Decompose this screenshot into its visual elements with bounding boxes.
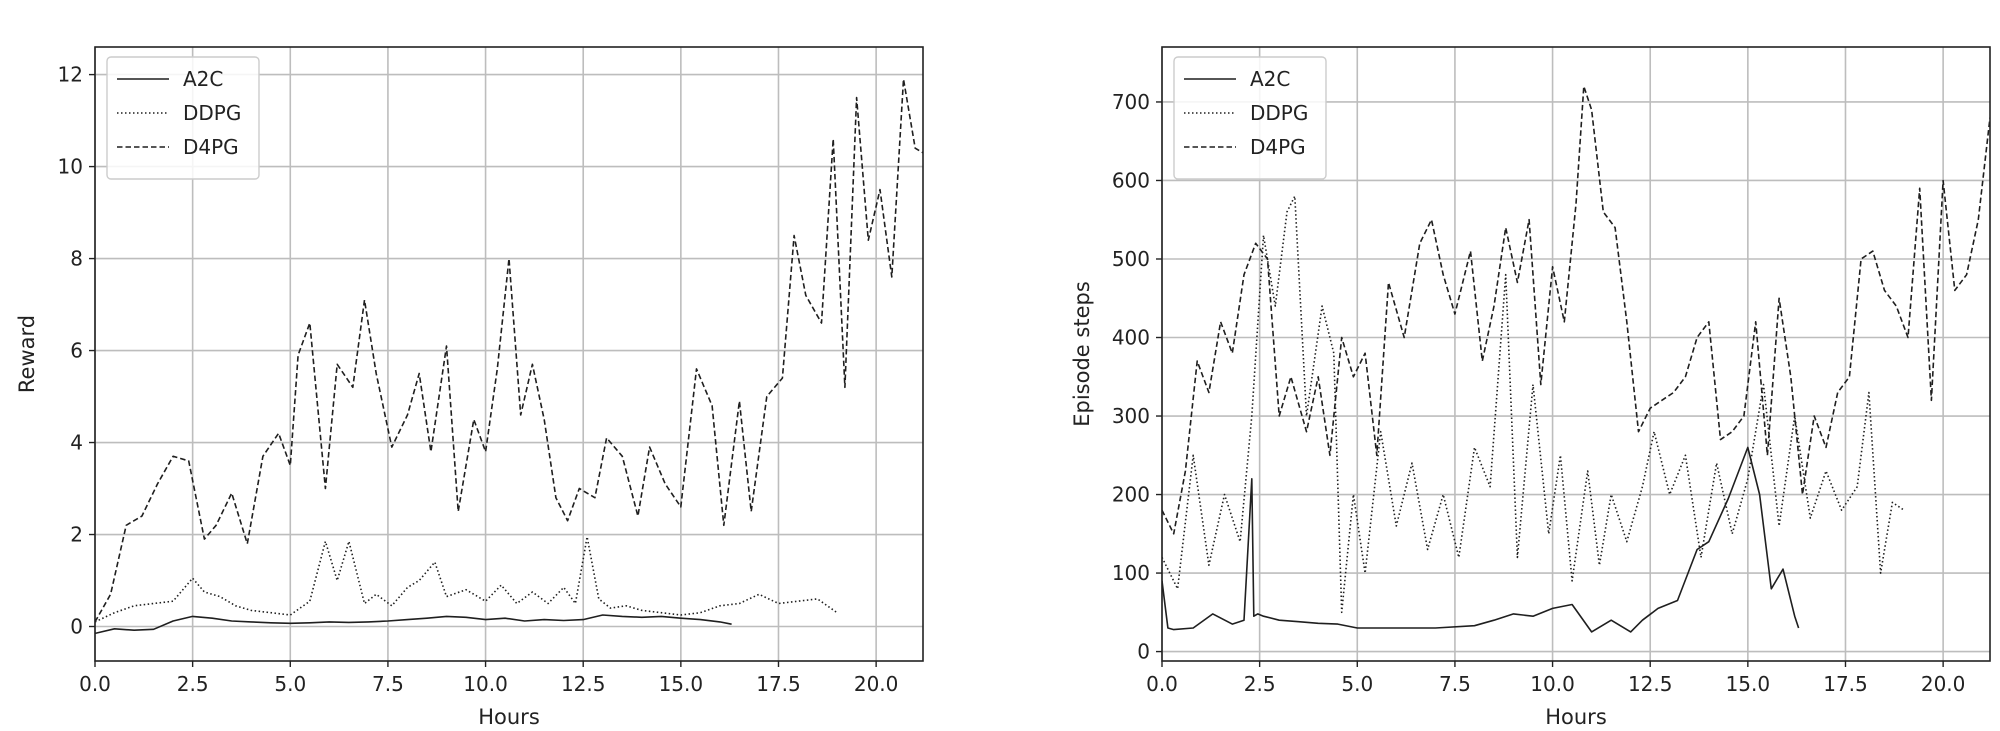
reward-x-tick-label: 7.5 (372, 672, 404, 696)
episode-steps-x-tick-label: 7.5 (1439, 672, 1471, 696)
episode-steps-x-tick-label: 0.0 (1146, 672, 1178, 696)
reward-ticks: 0.0 2.5 5.0 7.5 10.0 12.5 15.0 17.5 20.0 0 2 4 6 8 10 1… (58, 63, 899, 696)
episode-steps-x-tick-label: 5.0 (1341, 672, 1373, 696)
reward-y-tick-label: 10 (58, 155, 83, 179)
episode-steps-y-tick-label: 300 (1112, 404, 1150, 428)
episode-steps-legend: A2C DDPG D4PG (1173, 56, 1327, 180)
episode-steps-y-axis-label: Episode steps (1070, 281, 1094, 427)
reward-y-tick-label: 8 (70, 247, 83, 271)
reward-legend-box (106, 56, 260, 180)
episode-steps-x-tick-label: 15.0 (1726, 672, 1771, 696)
reward-series-d4pg (95, 78, 923, 623)
reward-x-tick-label: 5.0 (274, 672, 306, 696)
reward-x-axis-label: Hours (478, 705, 540, 729)
episode-steps-x-tick-label: 17.5 (1823, 672, 1868, 696)
episode-steps-legend-label-a2c: A2C (1250, 67, 1290, 91)
episode-steps-x-tick-label: 2.5 (1244, 672, 1276, 696)
reward-x-tick-label: 12.5 (561, 672, 606, 696)
reward-legend-label-a2c: A2C (183, 67, 223, 91)
episode-steps-legend-label-d4pg: D4PG (1250, 135, 1306, 159)
episode-steps-y-tick-label: 100 (1112, 561, 1150, 585)
reward-x-tick-label: 17.5 (756, 672, 801, 696)
reward-y-tick-label: 0 (70, 615, 83, 639)
episode-steps-x-tick-label: 10.0 (1530, 672, 1575, 696)
episode-steps-plot-frame (1161, 46, 1991, 662)
episode-steps-chart: 0.0 2.5 5.0 7.5 10.0 12.5 15.0 17.5 20.0 0 100 200 3… (1070, 46, 1991, 729)
reward-y-tick-label: 6 (70, 339, 83, 363)
reward-series-a2c (95, 614, 732, 635)
reward-legend-label-ddpg: DDPG (183, 101, 241, 125)
episode-steps-legend-label-ddpg: DDPG (1250, 101, 1308, 125)
reward-x-tick-label: 20.0 (854, 672, 899, 696)
reward-series-ddpg (95, 536, 838, 623)
episode-steps-x-tick-label: 12.5 (1628, 672, 1673, 696)
episode-steps-y-tick-label: 200 (1112, 483, 1150, 507)
episode-steps-series-a2c (1162, 446, 1800, 633)
episode-steps-series (1162, 85, 1990, 633)
reward-x-tick-label: 15.0 (659, 672, 704, 696)
episode-steps-y-tick-label: 600 (1112, 168, 1150, 192)
reward-legend: A2C DDPG D4PG (106, 56, 260, 180)
episode-steps-y-tick-label: 400 (1112, 326, 1150, 350)
reward-y-tick-label: 2 (70, 523, 83, 547)
episode-steps-y-tick-label: 700 (1112, 90, 1150, 114)
reward-grid (94, 47, 923, 661)
reward-plot-frame (94, 46, 924, 662)
reward-y-tick-label: 12 (58, 63, 83, 87)
reward-x-tick-label: 2.5 (177, 672, 209, 696)
reward-series (95, 78, 923, 635)
episode-steps-series-d4pg (1162, 85, 1990, 535)
episode-steps-ticks: 0.0 2.5 5.0 7.5 10.0 12.5 15.0 17.5 20.0 0 100 200 3… (1112, 90, 1966, 696)
reward-legend-label-d4pg: D4PG (183, 135, 239, 159)
episode-steps-x-tick-label: 20.0 (1921, 672, 1966, 696)
reward-chart: 0.0 2.5 5.0 7.5 10.0 12.5 15.0 17.5 20.0 0 2 4 6 8 10 1… (15, 46, 924, 729)
reward-y-tick-label: 4 (70, 431, 83, 455)
reward-x-tick-label: 10.0 (463, 672, 508, 696)
episode-steps-legend-box (1173, 56, 1327, 180)
episode-steps-y-tick-label: 500 (1112, 247, 1150, 271)
episode-steps-series-ddpg (1162, 195, 1905, 614)
reward-y-axis-label: Reward (15, 315, 39, 393)
episode-steps-x-axis-label: Hours (1545, 705, 1607, 729)
reward-x-tick-label: 0.0 (79, 672, 111, 696)
episode-steps-y-tick-label: 0 (1137, 640, 1150, 664)
